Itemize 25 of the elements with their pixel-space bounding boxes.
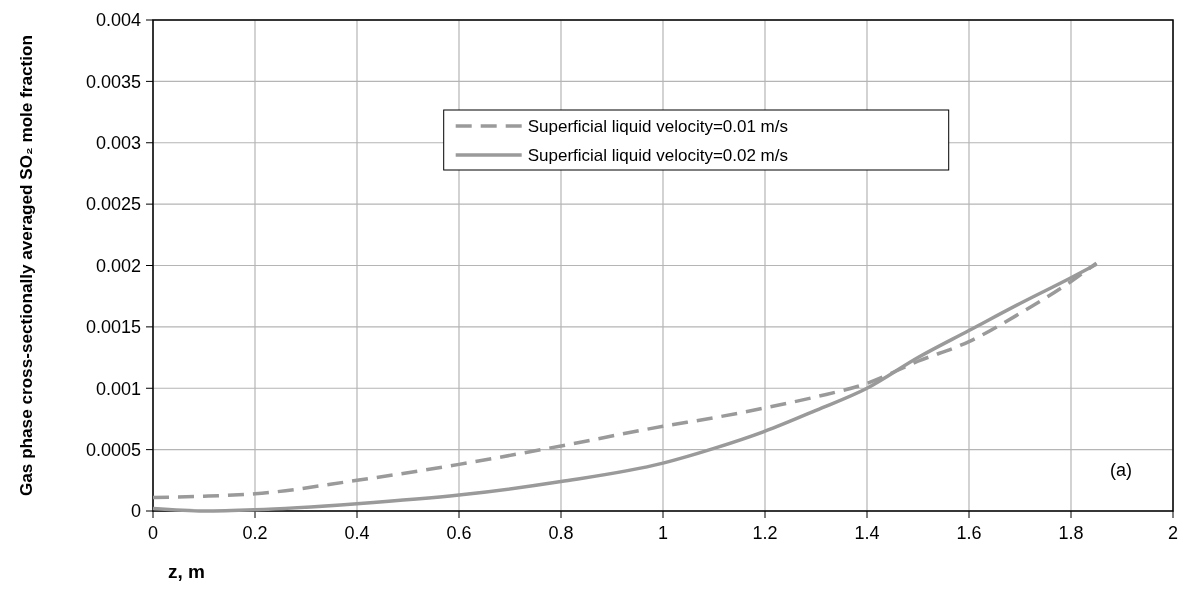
y-tick-label: 0.004 xyxy=(95,10,141,31)
x-tick-label: 0.8 xyxy=(548,523,574,543)
y-tick-label: 0 xyxy=(130,501,141,522)
x-tick-label: 0 xyxy=(147,523,159,543)
x-tick-label: 0.2 xyxy=(242,523,268,543)
annotation: (a) xyxy=(1110,460,1132,480)
x-tick-label: 1.8 xyxy=(1058,523,1084,543)
y-tick-label: 0.0025 xyxy=(85,194,141,215)
x-tick-label: 0.6 xyxy=(446,523,472,543)
x-tick-label: 1.6 xyxy=(956,523,982,543)
x-axis-title: z, m xyxy=(168,561,205,582)
x-tick-label: 1.2 xyxy=(752,523,778,543)
y-tick-label: 0.003 xyxy=(95,133,141,154)
y-tick-label: 0.0015 xyxy=(85,317,141,338)
y-tick-label: 0.001 xyxy=(95,378,141,399)
y-tick-label: 0.0035 xyxy=(85,71,141,92)
x-tick-label: 0.4 xyxy=(344,523,370,543)
legend-label: Superficial liquid velocity=0.01 m/s xyxy=(527,116,789,136)
x-tick-label: 1 xyxy=(657,523,669,543)
y-tick-label: 0.0005 xyxy=(85,439,141,460)
x-tick-label: 1.4 xyxy=(854,523,880,543)
x-tick-label: 2 xyxy=(1167,523,1179,543)
y-axis-title: Gas phase cross-sectionally averaged SO₂ mole fraction xyxy=(17,35,36,496)
y-tick-label: 0.002 xyxy=(95,255,141,276)
legend-label: Superficial liquid velocity=0.02 m/s xyxy=(527,145,789,165)
